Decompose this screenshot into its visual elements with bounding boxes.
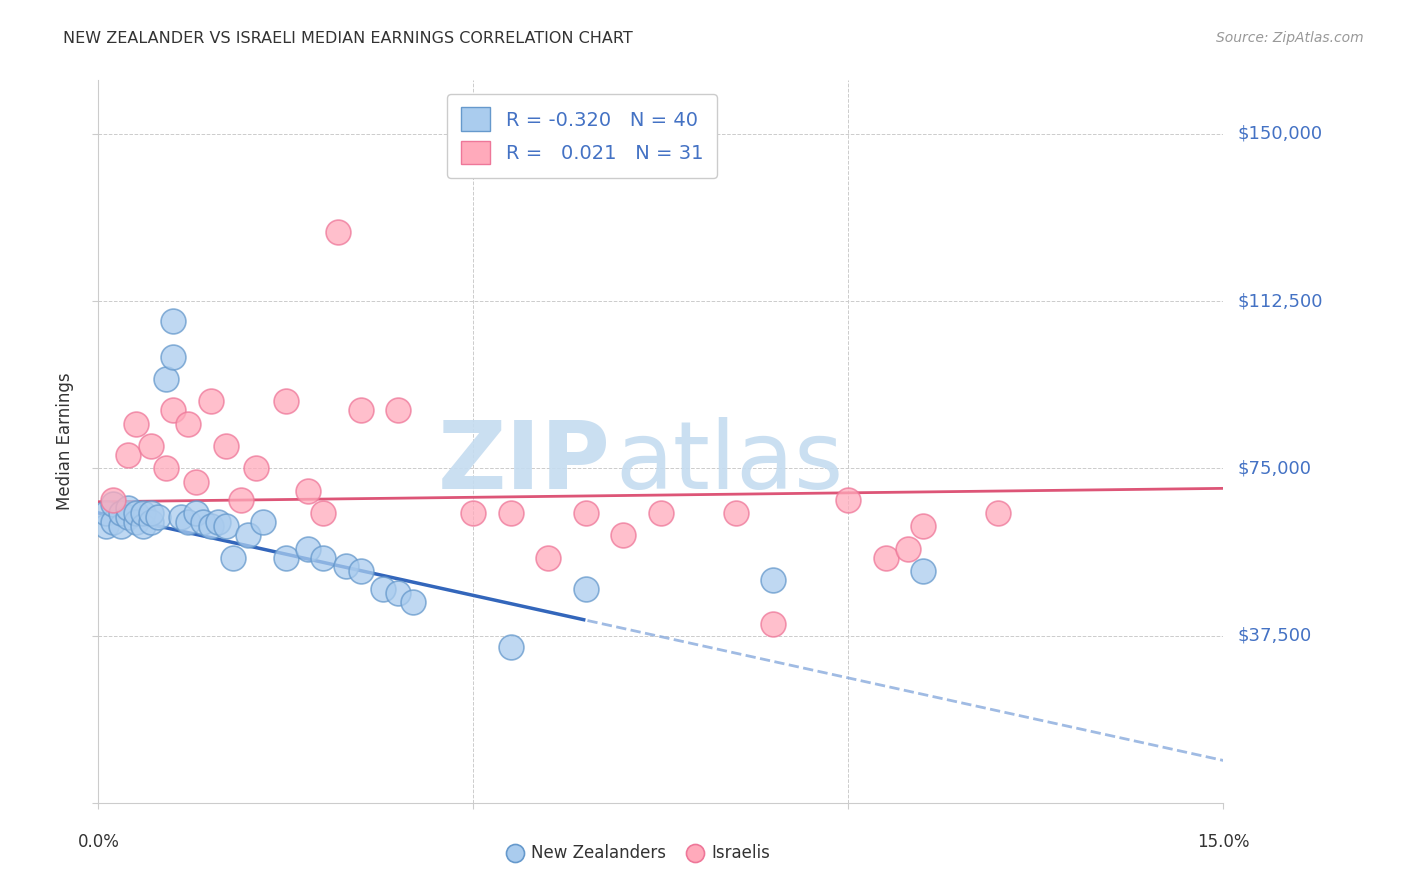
Text: NEW ZEALANDER VS ISRAELI MEDIAN EARNINGS CORRELATION CHART: NEW ZEALANDER VS ISRAELI MEDIAN EARNINGS…	[63, 31, 633, 46]
Point	[94, 506, 117, 520]
Point	[328, 225, 350, 239]
Point	[139, 439, 162, 453]
Text: atlas: atlas	[616, 417, 844, 509]
Point	[132, 506, 155, 520]
Point	[215, 439, 238, 453]
Point	[103, 492, 125, 507]
Point	[184, 506, 207, 520]
Point	[762, 617, 785, 632]
Point	[125, 515, 148, 529]
Point	[650, 506, 672, 520]
Point	[987, 506, 1010, 520]
Point	[537, 550, 560, 565]
Point	[110, 506, 132, 520]
Point	[762, 573, 785, 587]
Point	[274, 550, 297, 565]
Point	[238, 528, 260, 542]
Point	[575, 506, 598, 520]
Point	[837, 492, 859, 507]
Text: $37,500: $37,500	[1237, 626, 1312, 645]
Text: Israelis: Israelis	[711, 845, 770, 863]
Text: $150,000: $150,000	[1237, 125, 1322, 143]
Point	[184, 475, 207, 489]
Point	[245, 461, 267, 475]
Point	[94, 519, 117, 533]
Point	[117, 501, 139, 516]
Text: 15.0%: 15.0%	[1197, 833, 1250, 851]
Point	[912, 564, 935, 578]
Point	[350, 403, 373, 417]
Y-axis label: Median Earnings: Median Earnings	[56, 373, 75, 510]
Point	[463, 506, 485, 520]
Point	[110, 519, 132, 533]
Text: $75,000: $75,000	[1237, 459, 1312, 477]
Point	[170, 510, 193, 524]
Point	[222, 550, 245, 565]
Point	[912, 519, 935, 533]
Point	[155, 461, 177, 475]
Point	[350, 564, 373, 578]
Point	[177, 515, 200, 529]
Point	[387, 586, 409, 600]
Text: 0.0%: 0.0%	[77, 833, 120, 851]
Point	[207, 515, 229, 529]
Text: $112,500: $112,500	[1237, 292, 1323, 310]
Text: New Zealanders: New Zealanders	[531, 845, 666, 863]
Point	[575, 582, 598, 596]
Point	[200, 519, 222, 533]
Point	[297, 541, 319, 556]
Point	[215, 519, 238, 533]
Point	[402, 595, 425, 609]
Point	[229, 492, 252, 507]
Point	[499, 640, 522, 654]
Point	[117, 448, 139, 462]
Point	[612, 528, 634, 542]
Point	[297, 483, 319, 498]
Point	[125, 506, 148, 520]
Legend: R = -0.320   N = 40, R =   0.021   N = 31: R = -0.320 N = 40, R = 0.021 N = 31	[447, 94, 717, 178]
Point	[875, 550, 897, 565]
Point	[139, 506, 162, 520]
Point	[312, 506, 335, 520]
Point	[103, 515, 125, 529]
Point	[274, 394, 297, 409]
Point	[499, 506, 522, 520]
Point	[162, 403, 184, 417]
Point	[125, 417, 148, 431]
Point	[132, 519, 155, 533]
Text: Source: ZipAtlas.com: Source: ZipAtlas.com	[1216, 31, 1364, 45]
Point	[312, 550, 335, 565]
Point	[724, 506, 747, 520]
Point	[193, 515, 215, 529]
Point	[162, 350, 184, 364]
Text: ZIP: ZIP	[437, 417, 610, 509]
Point	[103, 497, 125, 511]
Point	[252, 515, 274, 529]
Point	[139, 515, 162, 529]
Point	[387, 403, 409, 417]
Point	[335, 559, 357, 574]
Point	[148, 510, 170, 524]
Point	[155, 372, 177, 386]
Point	[162, 314, 184, 328]
Point	[897, 541, 920, 556]
Point	[177, 417, 200, 431]
Point	[200, 394, 222, 409]
Point	[117, 510, 139, 524]
Point	[373, 582, 395, 596]
